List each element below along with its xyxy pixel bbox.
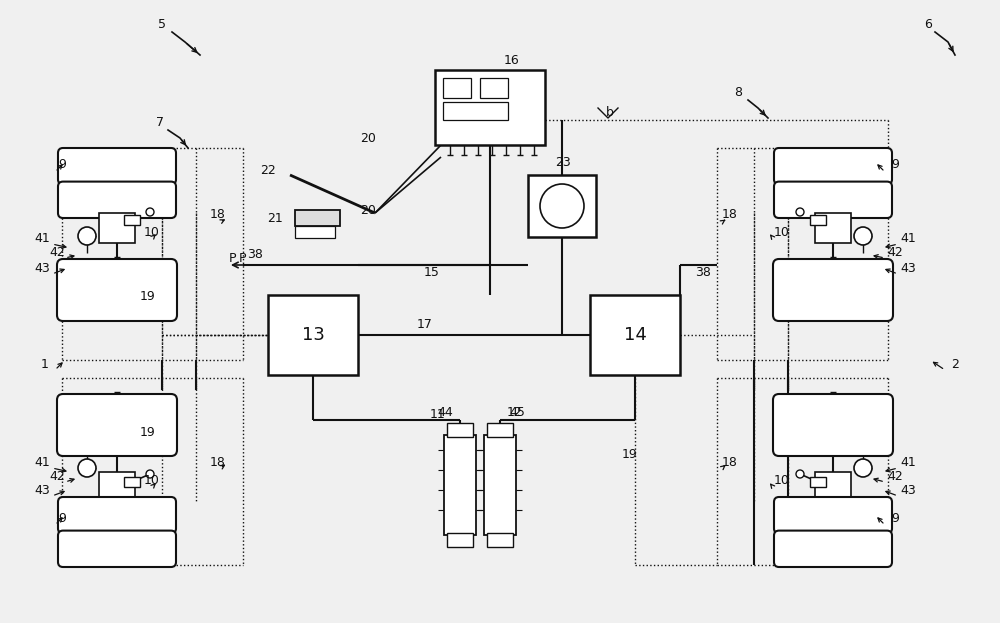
Text: 9: 9 — [58, 158, 66, 171]
FancyBboxPatch shape — [58, 531, 176, 567]
Text: 41: 41 — [34, 232, 50, 244]
Text: 6: 6 — [924, 19, 932, 32]
Text: 9: 9 — [891, 158, 899, 171]
Bar — [815, 213, 851, 243]
Bar — [484, 435, 516, 535]
Bar — [124, 477, 140, 487]
Text: 42: 42 — [49, 245, 65, 259]
Text: 7: 7 — [156, 117, 164, 130]
Text: b: b — [606, 105, 614, 118]
Text: 19: 19 — [140, 426, 156, 439]
Text: 44: 44 — [437, 406, 453, 419]
Text: P: P — [238, 252, 246, 265]
Bar — [447, 423, 473, 437]
FancyBboxPatch shape — [58, 497, 176, 533]
Text: 8: 8 — [734, 87, 742, 100]
Text: 10: 10 — [144, 473, 160, 487]
Text: 42: 42 — [49, 470, 65, 482]
Bar — [295, 226, 335, 238]
Bar — [528, 175, 596, 237]
Text: 19: 19 — [622, 449, 638, 462]
Text: 17: 17 — [417, 318, 433, 331]
Text: 23: 23 — [555, 156, 571, 169]
Bar — [480, 78, 508, 98]
Circle shape — [854, 459, 872, 477]
Circle shape — [146, 208, 154, 216]
Bar — [435, 70, 545, 145]
FancyBboxPatch shape — [58, 181, 176, 218]
Text: 16: 16 — [504, 54, 520, 67]
Text: 20: 20 — [360, 131, 376, 145]
Bar — [295, 210, 340, 226]
Bar — [487, 423, 513, 437]
Text: 10: 10 — [144, 226, 160, 239]
Bar — [444, 435, 476, 535]
Text: 2: 2 — [951, 358, 959, 371]
Text: 18: 18 — [210, 209, 226, 222]
FancyBboxPatch shape — [773, 259, 893, 321]
Text: 38: 38 — [247, 249, 263, 262]
Text: 43: 43 — [34, 262, 50, 275]
Bar — [99, 213, 135, 243]
Bar — [443, 78, 471, 98]
Text: 18: 18 — [722, 209, 738, 222]
Text: 38: 38 — [695, 267, 711, 280]
Text: 22: 22 — [260, 163, 276, 176]
Text: 1: 1 — [41, 358, 49, 371]
Text: 43: 43 — [900, 483, 916, 497]
Text: 10: 10 — [774, 226, 790, 239]
Circle shape — [146, 470, 154, 478]
Bar — [590, 295, 680, 375]
Text: 13: 13 — [302, 326, 324, 344]
Text: 5: 5 — [158, 19, 166, 32]
FancyBboxPatch shape — [773, 394, 893, 456]
Text: 15: 15 — [424, 267, 440, 280]
Circle shape — [796, 208, 804, 216]
Text: 42: 42 — [887, 245, 903, 259]
Bar — [447, 533, 473, 547]
Circle shape — [78, 459, 96, 477]
FancyBboxPatch shape — [774, 148, 892, 184]
FancyBboxPatch shape — [774, 181, 892, 218]
Text: 45: 45 — [509, 406, 525, 419]
Circle shape — [854, 227, 872, 245]
Text: 18: 18 — [210, 455, 226, 468]
Text: P: P — [229, 252, 237, 265]
Circle shape — [540, 184, 584, 228]
FancyBboxPatch shape — [58, 148, 176, 184]
FancyBboxPatch shape — [774, 531, 892, 567]
Text: 42: 42 — [887, 470, 903, 482]
Circle shape — [796, 470, 804, 478]
Text: 41: 41 — [900, 232, 916, 244]
Text: 19: 19 — [140, 290, 156, 303]
Text: 18: 18 — [722, 455, 738, 468]
Bar — [810, 215, 826, 225]
FancyBboxPatch shape — [57, 394, 177, 456]
Text: 12: 12 — [507, 406, 523, 419]
Bar — [487, 533, 513, 547]
Text: 21: 21 — [267, 211, 283, 224]
Text: 9: 9 — [58, 511, 66, 525]
Bar — [443, 102, 508, 120]
FancyBboxPatch shape — [774, 497, 892, 533]
Bar — [124, 215, 140, 225]
Circle shape — [78, 227, 96, 245]
Text: 41: 41 — [34, 455, 50, 468]
Bar — [268, 295, 358, 375]
Text: 20: 20 — [360, 204, 376, 217]
Text: 10: 10 — [774, 473, 790, 487]
Bar — [815, 472, 851, 502]
Text: 43: 43 — [34, 483, 50, 497]
Text: 41: 41 — [900, 455, 916, 468]
Text: 9: 9 — [891, 511, 899, 525]
Bar — [99, 472, 135, 502]
FancyBboxPatch shape — [57, 259, 177, 321]
Text: 14: 14 — [624, 326, 646, 344]
Bar — [810, 477, 826, 487]
Text: 11: 11 — [430, 409, 446, 422]
Text: 43: 43 — [900, 262, 916, 275]
